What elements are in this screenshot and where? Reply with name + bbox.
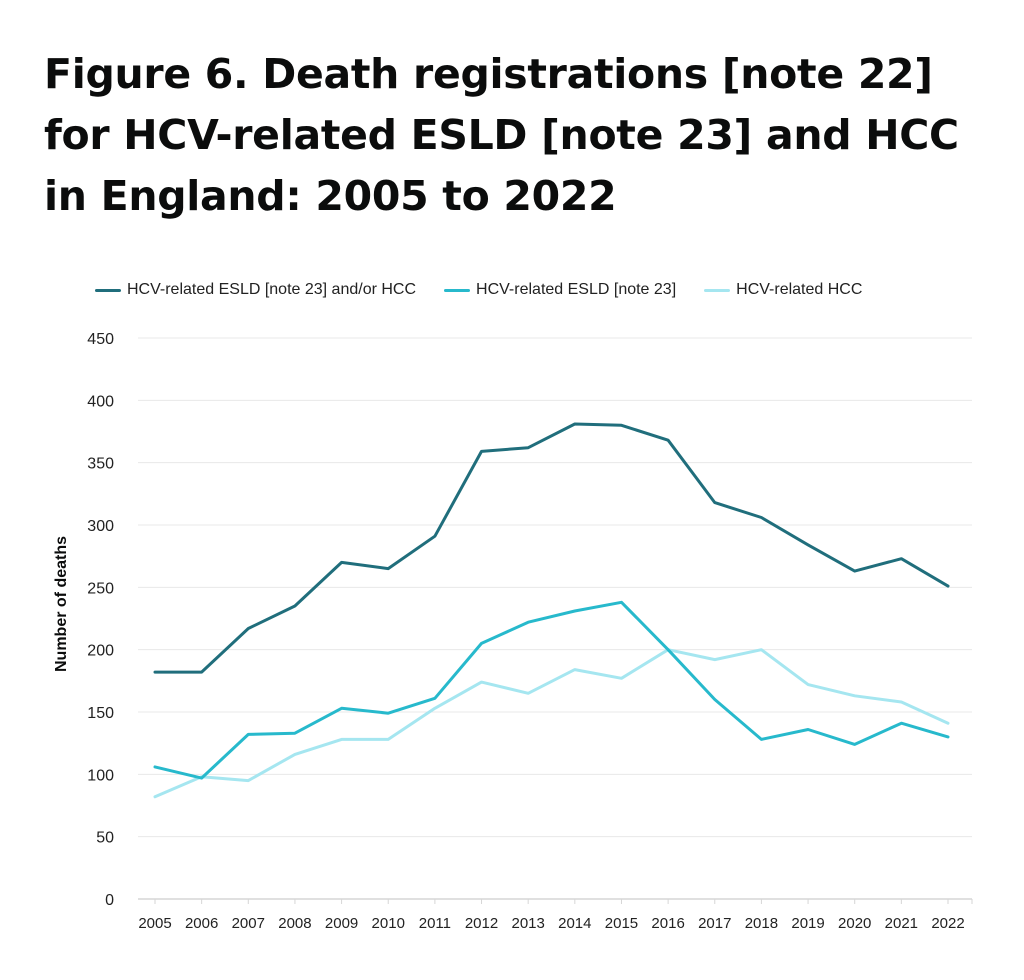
gridlines xyxy=(138,337,972,900)
y-tick-label: 200 xyxy=(87,643,114,660)
x-tick-label: 2021 xyxy=(885,915,918,932)
legend-label-esld-or-hcc: HCV-related ESLD [note 23] and/or HCC xyxy=(127,281,417,298)
x-tick-label: 2014 xyxy=(558,915,591,932)
y-tick-label: 100 xyxy=(87,767,114,784)
y-tick-label: 450 xyxy=(87,331,114,348)
y-tick-label: 300 xyxy=(87,518,114,535)
legend-item-hcc: HCV-related HCC xyxy=(704,281,862,299)
y-tick-label: 150 xyxy=(87,705,114,722)
x-tick-label: 2017 xyxy=(698,915,731,932)
y-tick-label: 0 xyxy=(105,892,114,909)
legend-item-esld: HCV-related ESLD [note 23] xyxy=(444,281,676,299)
x-tick-label: 2013 xyxy=(511,915,544,932)
legend-label-hcc: HCV-related HCC xyxy=(736,281,863,298)
y-tick-label: 400 xyxy=(87,393,114,410)
y-tick-label: 250 xyxy=(87,580,114,597)
x-tick-label: 2018 xyxy=(745,915,778,932)
chart-title: Figure 6. Death registrations [note 22] … xyxy=(44,50,959,220)
x-tick-label: 2009 xyxy=(325,915,358,932)
x-tick-label: 2008 xyxy=(278,915,311,932)
y-axis: 0 50 100 150 200 250 300 350 400 450 xyxy=(87,331,114,909)
x-tick-label: 2011 xyxy=(419,915,451,932)
legend-swatch-hcc xyxy=(704,288,731,292)
x-tick-label: 2005 xyxy=(138,915,171,932)
y-tick-label: 50 xyxy=(96,830,114,847)
y-tick-label: 350 xyxy=(87,456,114,473)
x-axis: 2005 2006 2007 2008 2009 2010 2011 2012 2013 2014… xyxy=(138,899,973,932)
x-tick-label: 2007 xyxy=(232,915,265,932)
x-tick-label: 2010 xyxy=(372,915,405,932)
y-axis-label: Number of deaths xyxy=(53,536,70,672)
x-tick-label: 2016 xyxy=(651,915,684,932)
legend: HCV-related ESLD [note 23] and/or HCC HC… xyxy=(95,278,890,302)
series-line-2 xyxy=(153,648,950,799)
legend-label-esld: HCV-related ESLD [note 23] xyxy=(476,281,677,298)
series-lines xyxy=(153,422,950,799)
legend-swatch-esld-or-hcc xyxy=(95,288,121,292)
legend-item-esld-or-hcc: HCV-related ESLD [note 23] and/or HCC xyxy=(95,281,416,299)
series-line-0 xyxy=(153,422,950,674)
x-tick-label: 2015 xyxy=(605,915,638,932)
x-tick-label: 2019 xyxy=(791,915,824,932)
legend-swatch-esld xyxy=(444,288,471,292)
x-tick-label: 2022 xyxy=(931,915,964,932)
x-tick-label: 2020 xyxy=(838,915,871,932)
x-tick-label: 2012 xyxy=(465,915,498,932)
series-line-1 xyxy=(153,600,950,780)
x-tick-label: 2006 xyxy=(185,915,218,932)
